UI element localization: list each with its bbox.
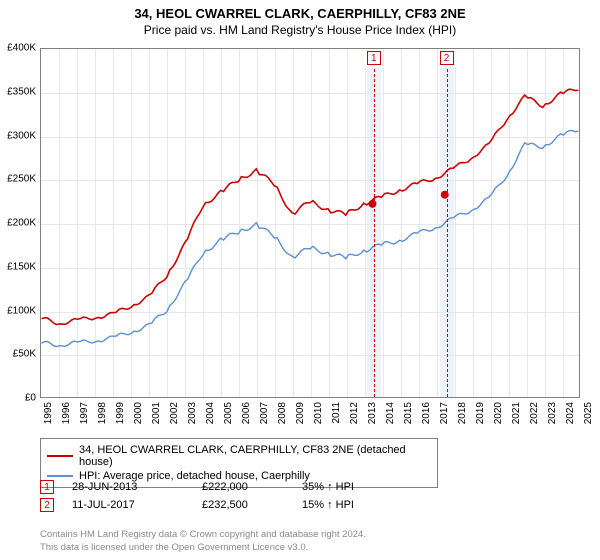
- legend-swatch: [47, 455, 73, 457]
- sale-dot: [441, 191, 449, 199]
- sale-dash: [374, 49, 375, 397]
- x-tick: 2023: [547, 402, 558, 424]
- x-tick: 1995: [43, 402, 54, 424]
- y-tick: £200K: [7, 218, 36, 229]
- attribution-line2: This data is licensed under the Open Gov…: [40, 542, 580, 554]
- x-tick: 2011: [331, 402, 342, 424]
- y-tick: £400K: [7, 43, 36, 54]
- sale-dash: [447, 49, 448, 397]
- x-tick: 2024: [565, 402, 576, 424]
- y-tick: £0: [25, 393, 36, 404]
- series-hpi: [42, 130, 579, 346]
- sale-row-pct: 15% ↑ HPI: [302, 499, 402, 511]
- sales-table: 1 28-JUN-2013£222,00035% ↑ HPI 2 11-JUL-201…: [40, 478, 580, 514]
- chart-subtitle: Price paid vs. HM Land Registry's House …: [10, 23, 590, 37]
- attribution-line1: Contains HM Land Registry data © Crown c…: [40, 529, 580, 541]
- x-tick: 2019: [475, 402, 486, 424]
- chart-plot-area: 12: [40, 48, 580, 398]
- sale-row-num: 1: [40, 480, 54, 494]
- sale-marker: 2: [440, 51, 454, 65]
- y-axis: £0£50K£100K£150K£200K£250K£300K£350K£400…: [0, 48, 40, 398]
- x-tick: 1999: [115, 402, 126, 424]
- chart-lines-svg: [41, 49, 579, 397]
- y-tick: £150K: [7, 261, 36, 272]
- x-tick: 1996: [61, 402, 72, 424]
- y-tick: £250K: [7, 174, 36, 185]
- y-tick: £50K: [13, 349, 36, 360]
- sale-row-price: £232,500: [202, 499, 302, 511]
- sale-row-date: 28-JUN-2013: [72, 481, 202, 493]
- x-tick: 2015: [403, 402, 414, 424]
- sale-dot: [368, 200, 376, 208]
- x-tick: 1998: [97, 402, 108, 424]
- sale-row-date: 11-JUL-2017: [72, 499, 202, 511]
- x-tick: 2005: [223, 402, 234, 424]
- series-property: [42, 89, 579, 324]
- x-tick: 1997: [79, 402, 90, 424]
- x-tick: 2018: [457, 402, 468, 424]
- x-tick: 2025: [583, 402, 594, 424]
- y-tick: £100K: [7, 305, 36, 316]
- x-tick: 2012: [349, 402, 360, 424]
- legend-swatch: [47, 475, 73, 477]
- x-tick: 2008: [277, 402, 288, 424]
- x-tick: 2014: [385, 402, 396, 424]
- x-tick: 2004: [205, 402, 216, 424]
- x-tick: 2009: [295, 402, 306, 424]
- x-tick: 2013: [367, 402, 378, 424]
- y-tick: £300K: [7, 130, 36, 141]
- x-tick: 2017: [439, 402, 450, 424]
- legend-row: 34, HEOL CWARREL CLARK, CAERPHILLY, CF83…: [47, 443, 431, 469]
- legend-label: 34, HEOL CWARREL CLARK, CAERPHILLY, CF83…: [79, 444, 431, 468]
- x-tick: 2001: [151, 402, 162, 424]
- x-tick: 2020: [493, 402, 504, 424]
- sale-row: 1 28-JUN-2013£222,00035% ↑ HPI: [40, 478, 580, 496]
- sale-marker: 1: [367, 51, 381, 65]
- x-tick: 2010: [313, 402, 324, 424]
- y-tick: £350K: [7, 86, 36, 97]
- chart-title: 34, HEOL CWARREL CLARK, CAERPHILLY, CF83…: [10, 6, 590, 21]
- x-tick: 2002: [169, 402, 180, 424]
- sale-row: 2 11-JUL-2017£232,50015% ↑ HPI: [40, 496, 580, 514]
- x-axis: 1995 1996 1997 1998 1999 2000 2001 2002 2003 2004…: [40, 398, 580, 438]
- attribution: Contains HM Land Registry data © Crown c…: [40, 529, 580, 554]
- sale-row-price: £222,000: [202, 481, 302, 493]
- sale-row-num: 2: [40, 498, 54, 512]
- x-tick: 2021: [511, 402, 522, 424]
- x-tick: 2022: [529, 402, 540, 424]
- x-tick: 2016: [421, 402, 432, 424]
- x-tick: 2007: [259, 402, 270, 424]
- x-tick: 2000: [133, 402, 144, 424]
- x-tick: 2006: [241, 402, 252, 424]
- x-tick: 2003: [187, 402, 198, 424]
- sale-row-pct: 35% ↑ HPI: [302, 481, 402, 493]
